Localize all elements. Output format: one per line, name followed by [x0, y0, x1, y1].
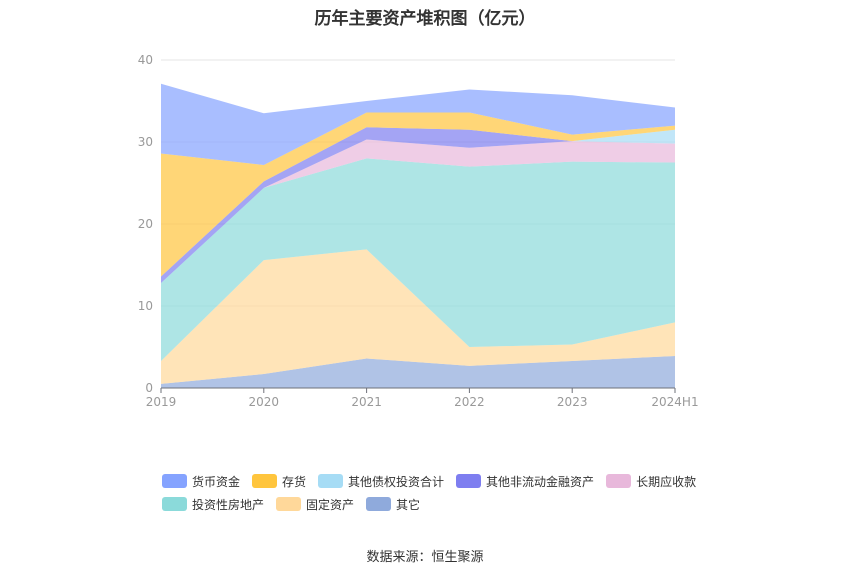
- legend-swatch: [252, 474, 278, 488]
- area-series-7: [161, 83, 675, 165]
- legend-label: 存货: [282, 474, 307, 489]
- y-tick-label: 40: [138, 53, 153, 67]
- legend-swatch: [318, 474, 344, 488]
- legend-label: 其他非流动金融资产: [486, 474, 595, 489]
- legend-swatch: [456, 474, 482, 488]
- x-tick-label: 2022: [454, 395, 485, 409]
- area-series-5: [161, 127, 675, 277]
- x-axis-tick-labels: 2019 2020 2021 2022 2023 2024H1: [146, 395, 699, 409]
- legend-label: 固定资产: [306, 497, 355, 512]
- legend-item[interactable]: 其他债权投资合计: [318, 473, 444, 489]
- legend-swatch: [366, 497, 392, 511]
- area-series-1: [161, 249, 675, 384]
- legend-item[interactable]: 其它: [366, 496, 420, 512]
- x-tick-label: 2021: [351, 395, 382, 409]
- legend-item[interactable]: 固定资产: [276, 496, 354, 512]
- legend-swatch: [276, 497, 302, 511]
- legend-item[interactable]: 投资性房地产: [162, 496, 264, 512]
- legend-label: 长期应收款: [636, 474, 697, 489]
- x-tick-label: 2023: [557, 395, 588, 409]
- legend-row: 货币资金 存货 其他债权投资合计 其他非流动金融资产 长期应收款投资性房地产 固定资产 其它: [162, 473, 722, 519]
- legend-item[interactable]: 货币资金: [162, 473, 240, 489]
- legend-item[interactable]: 长期应收款: [606, 473, 696, 489]
- legend-item[interactable]: 存货: [252, 473, 306, 489]
- source-note: 数据来源：恒生聚源: [366, 550, 484, 565]
- legend-swatch: [162, 497, 187, 511]
- y-tick-label: 30: [138, 135, 153, 149]
- chart-title: 历年主要资产堆积图（亿元）: [314, 9, 536, 29]
- legend-label: 其他债权投资合计: [348, 474, 445, 489]
- legend-label: 货币资金: [192, 474, 241, 489]
- y-tick-label: 0: [145, 381, 153, 395]
- legend-label: 投资性房地产: [192, 497, 265, 512]
- x-tick-label: 2020: [249, 395, 280, 409]
- legend: 货币资金 存货 其他债权投资合计 其他非流动金融资产 长期应收款投资性房地产 固定资产 其它: [162, 473, 722, 519]
- area-series-2: [161, 158, 675, 361]
- area-series-group: [161, 83, 675, 388]
- x-tick-label: 2019: [146, 395, 177, 409]
- legend-swatch: [162, 474, 187, 488]
- area-series-3: [161, 139, 675, 284]
- legend-label: 其它: [396, 497, 421, 512]
- x-axis: [160, 387, 676, 393]
- area-series-6: [161, 112, 675, 277]
- legend-item[interactable]: 其他非流动金融资产: [456, 473, 594, 489]
- area-series-0: [161, 356, 675, 388]
- legend-swatch: [606, 474, 632, 488]
- y-tick-label: 20: [138, 217, 153, 231]
- chart-plot: 0 10 20 30 40 2019 2020 2021 2022 2023 2024H1: [138, 53, 699, 409]
- x-tick-label: 2024H1: [651, 395, 698, 409]
- y-axis-tick-labels: 0 10 20 30 40: [138, 53, 153, 395]
- y-tick-label: 10: [138, 299, 153, 313]
